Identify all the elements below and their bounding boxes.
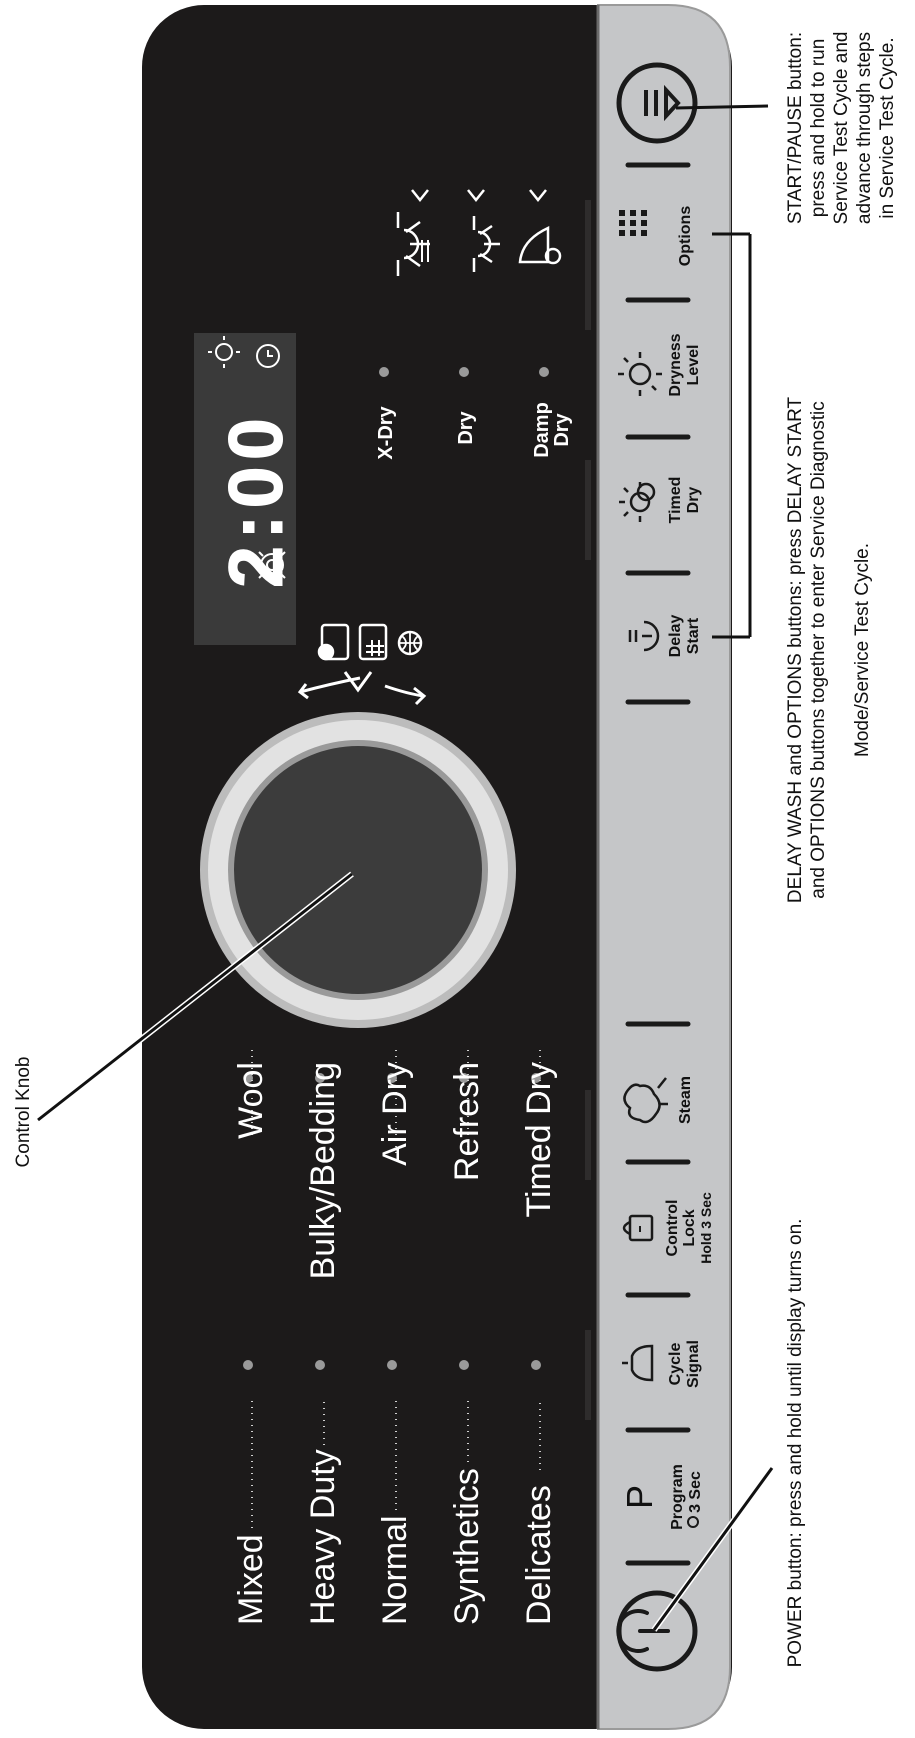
annotation-delay-options-line1: DELAY WASH and OPTIONS buttons: press DE… bbox=[785, 397, 806, 904]
start-pause-icon bbox=[644, 84, 681, 122]
globe-icon bbox=[397, 630, 423, 656]
annotation-delay-options-line2: and OPTIONS buttons together to enter Se… bbox=[808, 401, 829, 898]
delay-start-button[interactable]: Delay Start bbox=[628, 615, 702, 658]
cycle-label-synthetics: Synthetics bbox=[448, 1468, 486, 1625]
cycle-label-delicates: Delicates bbox=[520, 1485, 558, 1625]
control-lock-button[interactable]: Control Lock Hold 3 Sec bbox=[622, 1192, 714, 1264]
cycle-label-refresh: Refresh bbox=[448, 1062, 486, 1181]
high-heat-icon bbox=[396, 189, 430, 276]
delay-start-label-2: Start bbox=[685, 617, 702, 654]
display-time: 2:00 bbox=[214, 412, 299, 588]
gear-icon bbox=[687, 1516, 699, 1528]
rack-icon bbox=[358, 623, 388, 661]
cycle-signal-button[interactable]: Cycle Signal bbox=[622, 1340, 702, 1388]
steam-icon bbox=[623, 1077, 668, 1124]
annotation-start-pause-line1: START/PAUSE button: bbox=[785, 32, 806, 224]
timed-dry-icon bbox=[619, 482, 656, 522]
dry-level-damp-line2: Dry bbox=[551, 412, 573, 446]
program-button[interactable]: P Program 3 Sec bbox=[619, 1464, 704, 1530]
display-steam-icon bbox=[258, 551, 286, 579]
delay-start-label-1: Delay bbox=[667, 615, 684, 658]
dryness-level-button[interactable]: Dryness Level bbox=[618, 333, 702, 397]
dryness-level-label-1: Dryness bbox=[667, 333, 684, 396]
timed-dry-label-2: Dry bbox=[685, 487, 702, 514]
display-sun-timer-icon bbox=[208, 336, 240, 368]
program-label-2: 3 Sec bbox=[687, 1471, 704, 1513]
annotation-start-pause-line3: Service Test Cycle and bbox=[831, 32, 852, 225]
cycle-label-wool: Wool bbox=[232, 1062, 270, 1139]
callout-lines bbox=[36, 104, 775, 1632]
options-icon bbox=[619, 210, 647, 236]
dry-level-indicators: X-Dry Dry Damp Dry bbox=[375, 367, 573, 460]
annotation-control-knob: Control Knob bbox=[13, 1057, 34, 1168]
annotation-start-pause-line4: advance through steps bbox=[854, 32, 875, 224]
power-icon bbox=[616, 1609, 670, 1653]
program-glyph: P bbox=[619, 1485, 660, 1509]
steam-button[interactable]: Steam bbox=[623, 1076, 694, 1124]
iron-icon bbox=[518, 189, 562, 265]
low-heat-icon bbox=[467, 189, 500, 272]
cycle-list: Mixed Wool Heavy Duty Bulky/Bedding Norm… bbox=[232, 1050, 558, 1625]
delay-start-icon bbox=[628, 620, 660, 652]
lock-icon bbox=[622, 1214, 654, 1242]
bell-icon bbox=[622, 1344, 654, 1382]
cycle-label-mixed: Mixed bbox=[232, 1534, 270, 1625]
dryness-level-label-2: Level bbox=[685, 345, 702, 386]
program-label-1: Program bbox=[669, 1464, 686, 1530]
annotation-delay-options: DELAY WASH and OPTIONS buttons: press DE… bbox=[785, 397, 873, 904]
annotation-start-pause: START/PAUSE button: press and hold to ru… bbox=[785, 32, 898, 225]
cycle-signal-label-1: Cycle bbox=[667, 1343, 684, 1386]
dry-level-damp-line1: Damp bbox=[531, 402, 553, 458]
drum-icon bbox=[317, 623, 350, 661]
cycle-label-air-dry: Air Dry bbox=[376, 1062, 414, 1166]
dryness-level-icon bbox=[618, 352, 662, 396]
control-lock-label-3: Hold 3 Sec bbox=[698, 1192, 714, 1264]
timed-dry-label-1: Timed bbox=[667, 477, 684, 524]
power-button[interactable] bbox=[616, 1590, 698, 1672]
control-lock-label-2: Lock bbox=[681, 1209, 698, 1246]
control-knob[interactable] bbox=[200, 712, 516, 1028]
button-strip bbox=[597, 4, 731, 1730]
annotation-delay-options-line3: Mode/Service Test Cycle. bbox=[852, 543, 873, 757]
cycle-label-timed-dry: Timed Dry bbox=[520, 1062, 558, 1218]
annotation-start-pause-line2: press and hold to run bbox=[808, 39, 829, 218]
annotation-start-pause-line5: in Service Test Cycle. bbox=[877, 37, 898, 218]
dry-level-x-dry: X-Dry bbox=[375, 405, 397, 459]
options-label: Options bbox=[677, 206, 694, 267]
button-separators bbox=[625, 162, 691, 1566]
cycle-signal-label-2: Signal bbox=[685, 1340, 702, 1388]
timed-dry-button[interactable]: Timed Dry bbox=[619, 477, 702, 524]
control-lock-label-1: Control bbox=[664, 1200, 681, 1257]
knob-rotation-arrows bbox=[297, 671, 427, 706]
cycle-label-heavy-duty: Heavy Duty bbox=[304, 1449, 342, 1625]
display-clock-icon bbox=[256, 344, 280, 368]
digital-display: 2:00 bbox=[194, 333, 300, 645]
options-button[interactable]: Options bbox=[619, 206, 694, 267]
start-pause-button[interactable] bbox=[616, 62, 698, 144]
annotation-power: POWER button: press and hold until displ… bbox=[785, 1219, 806, 1668]
cycle-label-bulky-bedding: Bulky/Bedding bbox=[304, 1062, 342, 1279]
cycle-label-normal: Normal bbox=[376, 1515, 414, 1625]
steam-label: Steam bbox=[677, 1076, 694, 1124]
dry-level-dry: Dry bbox=[455, 410, 477, 444]
